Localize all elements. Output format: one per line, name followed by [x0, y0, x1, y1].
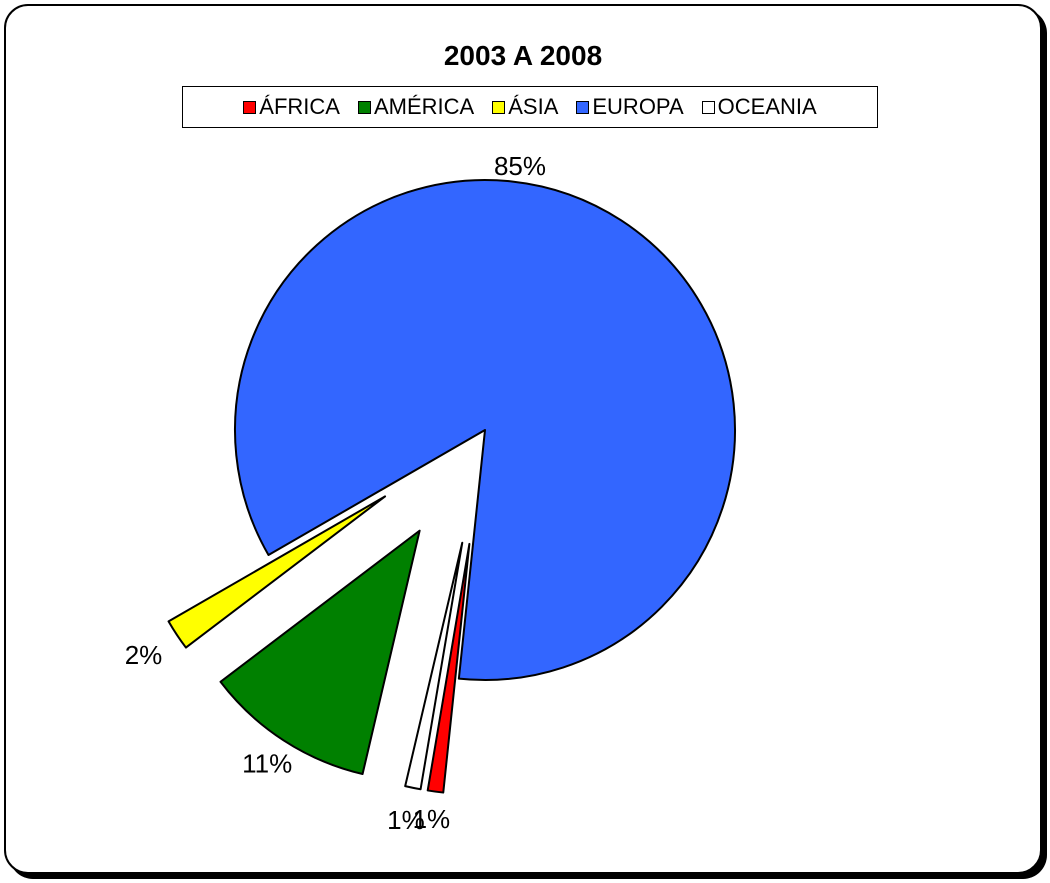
- chart-title: 2003 A 2008: [443, 40, 603, 71]
- legend-swatch-europa: [576, 100, 590, 114]
- pie-slice-america: [219, 529, 421, 776]
- legend-item-africa: ÁFRICA: [243, 94, 340, 120]
- legend-swatch-asia: [492, 100, 506, 114]
- legend-label-africa: ÁFRICA: [259, 94, 340, 119]
- legend-label-america: AMÉRICA: [373, 94, 475, 119]
- data-label-africa: 1%: [413, 804, 451, 834]
- legend-item-europa: EUROPA: [576, 94, 684, 120]
- data-label-oceania: 1%: [387, 805, 425, 835]
- legend-label-oceania: OCEANIA: [717, 94, 817, 119]
- data-label-asia: 2%: [125, 640, 163, 670]
- legend-swatch-america: [357, 100, 371, 114]
- legend-item-asia: ÁSIA: [492, 94, 558, 120]
- chart-legend: ÁFRICA AMÉRICA ÁSIA EUROPA OCEANIA: [182, 86, 878, 128]
- data-label-america: 11%: [242, 748, 292, 778]
- legend-label-europa: EUROPA: [592, 94, 684, 119]
- pie-slice-oceania: [404, 541, 464, 791]
- data-label-europa: 85%: [494, 151, 546, 181]
- chart-frame: 2003 A 2008 ÁFRICA AMÉRICA ÁSIA EUROPA O…: [4, 4, 1042, 874]
- pie-slice-asia: [167, 495, 387, 649]
- legend-swatch-oceania: [701, 100, 715, 114]
- legend-item-america: AMÉRICA: [357, 94, 475, 120]
- pie-slice-africa: [426, 542, 471, 794]
- legend-label-asia: ÁSIA: [508, 94, 559, 119]
- legend-item-oceania: OCEANIA: [701, 94, 817, 120]
- pie-slice-europa: [234, 178, 736, 681]
- legend-swatch-africa: [243, 100, 257, 114]
